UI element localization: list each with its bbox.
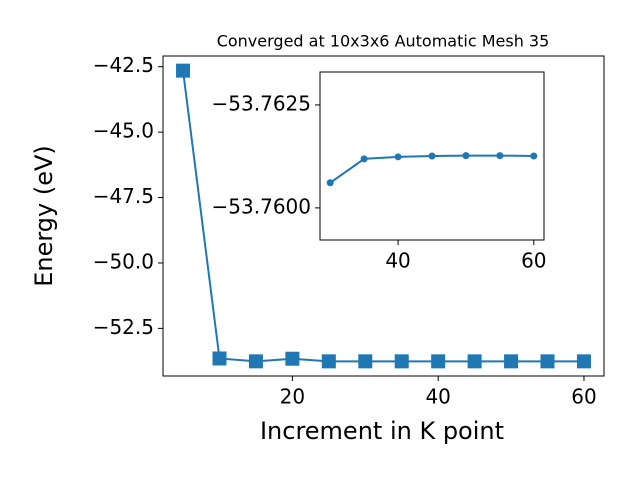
y-tick-label: −47.5: [93, 184, 154, 208]
marker: [576, 354, 591, 369]
marker: [394, 354, 409, 369]
y-tick-label: −50.0: [93, 249, 154, 273]
marker: [212, 351, 227, 366]
marker: [428, 152, 436, 160]
y-tick-label: −52.5: [93, 315, 154, 339]
marker: [496, 152, 504, 160]
y-tick-label: −45.0: [93, 119, 154, 143]
y-tick-label: −42.5: [93, 53, 154, 77]
x-tick-label: 40: [425, 385, 450, 409]
x-tick-label: 20: [280, 385, 305, 409]
marker: [462, 152, 470, 160]
y-tick-label: −53.7625: [212, 91, 311, 115]
x-tick-label: 60: [521, 249, 546, 273]
marker: [504, 354, 519, 369]
chart-title: Converged at 10x3x6 Automatic Mesh 35: [217, 32, 550, 51]
marker: [467, 354, 482, 369]
marker: [326, 179, 334, 187]
y-axis-label: Energy (eV): [30, 145, 58, 287]
y-tick-label: −53.7600: [212, 194, 311, 218]
x-axis-label: Increment in K point: [260, 417, 504, 445]
marker: [248, 354, 263, 369]
marker: [360, 155, 368, 163]
marker: [540, 354, 555, 369]
marker: [321, 354, 336, 369]
marker: [176, 63, 191, 78]
marker: [431, 354, 446, 369]
x-tick-label: 40: [385, 249, 410, 273]
marker: [530, 152, 538, 160]
marker: [394, 153, 402, 161]
x-tick-label: 60: [571, 385, 596, 409]
marker: [285, 351, 300, 366]
marker: [358, 354, 373, 369]
